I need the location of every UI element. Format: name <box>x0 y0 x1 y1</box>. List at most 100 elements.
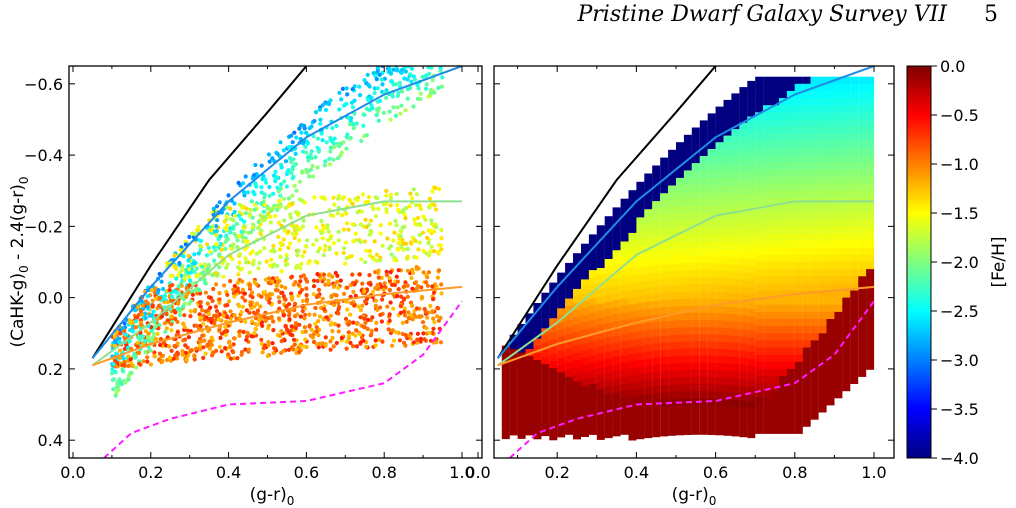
heatmap-cell <box>786 76 795 85</box>
heatmap-cell <box>676 263 684 272</box>
scatter-point <box>375 86 380 91</box>
heatmap-cell <box>707 149 716 157</box>
scatter-point <box>402 313 408 318</box>
heatmap-cell <box>715 242 724 250</box>
heatmap-cell <box>850 90 859 99</box>
scatter-point <box>150 303 155 308</box>
heatmap-cell <box>715 156 724 165</box>
heatmap-cell <box>731 236 740 244</box>
scatter-point <box>350 105 356 110</box>
heatmap-cell <box>802 383 811 392</box>
heatmap-cell <box>786 311 795 320</box>
heatmap-cell <box>557 336 566 345</box>
heatmap-cell <box>683 234 692 243</box>
scatter-point <box>373 343 378 348</box>
heatmap-cell <box>715 163 724 172</box>
scatter-point <box>330 329 335 334</box>
scatter-point <box>411 74 416 79</box>
scatter-point <box>307 174 312 179</box>
heatmap-cell <box>652 400 661 409</box>
scatter-point <box>341 250 346 256</box>
heatmap-cell <box>501 374 510 383</box>
scatter-point <box>328 339 333 344</box>
heatmap-cell <box>557 379 566 388</box>
heatmap-cell <box>818 368 827 377</box>
heatmap-cell <box>755 269 764 278</box>
heatmap-cell <box>652 365 661 373</box>
heatmap-cell <box>771 183 779 192</box>
scatter-point <box>377 98 383 104</box>
heatmap-cell <box>660 285 669 294</box>
scatter-point <box>318 117 323 122</box>
scatter-point <box>369 230 374 235</box>
heatmap-cell <box>786 162 795 171</box>
colorbar-tick-label: −1.0 <box>940 155 979 174</box>
heatmap-cell <box>707 327 716 336</box>
heatmap-cell <box>628 404 637 412</box>
heatmap-cell <box>676 391 684 400</box>
heatmap-cell <box>723 335 732 344</box>
scatter-point <box>188 299 194 304</box>
heatmap-cell <box>707 141 716 150</box>
heatmap-cell <box>573 417 581 426</box>
heatmap-cell <box>802 126 811 135</box>
heatmap-cell <box>533 331 542 340</box>
heatmap-cell <box>652 208 661 217</box>
heatmap-cell <box>596 346 605 355</box>
scatter-point <box>336 323 341 328</box>
heatmap-cell <box>699 298 708 307</box>
scatter-point <box>248 230 254 235</box>
heatmap-cell <box>858 290 867 299</box>
scatter-point <box>292 162 297 167</box>
heatmap-cell <box>802 404 811 413</box>
heatmap-cell <box>771 219 779 228</box>
heatmap-cell <box>731 100 740 109</box>
scatter-point <box>300 309 305 314</box>
scatter-point <box>225 329 230 334</box>
heatmap-cell <box>755 361 764 370</box>
scatter-point <box>169 328 174 333</box>
heatmap-cell <box>834 297 843 306</box>
heatmap-cell <box>723 242 732 251</box>
heatmap-cell <box>786 233 795 242</box>
scatter-point <box>250 215 255 220</box>
heatmap-cell <box>771 112 779 121</box>
heatmap-cell <box>755 347 764 356</box>
heatmap-cell <box>818 205 827 213</box>
heatmap-cell <box>715 128 724 136</box>
heatmap-cell <box>541 428 550 437</box>
scatter-point <box>266 323 271 328</box>
scatter-point <box>198 304 203 309</box>
scatter-point <box>317 314 323 319</box>
scatter-point <box>380 297 385 302</box>
heatmap-cell <box>588 319 597 328</box>
scatter-point <box>297 238 302 243</box>
heatmap-cell <box>683 191 692 200</box>
heatmap-cell <box>604 365 613 374</box>
heatmap-cell <box>779 347 787 356</box>
scatter-point <box>388 196 393 201</box>
heatmap-cell <box>588 262 597 271</box>
x-tick-label: 1.0 <box>861 463 886 482</box>
heatmap-cell <box>763 425 772 434</box>
scatter-point <box>421 331 426 336</box>
scatter-point <box>276 295 281 300</box>
scatter-point <box>235 238 240 243</box>
scatter-point <box>322 163 327 168</box>
scatter-point <box>336 196 341 201</box>
scatter-point <box>267 193 272 198</box>
heatmap-cell <box>755 254 764 263</box>
scatter-point <box>408 240 413 245</box>
scatter-point <box>295 253 300 258</box>
heatmap-cell <box>866 233 875 242</box>
scatter-point <box>304 286 309 291</box>
heatmap-cell <box>644 380 653 389</box>
heatmap-cell <box>810 119 819 128</box>
scatter-point <box>150 298 155 303</box>
heatmap-cell <box>771 98 779 107</box>
heatmap-cell <box>818 269 827 278</box>
heatmap-cell <box>715 206 724 215</box>
heatmap-cell <box>723 171 732 180</box>
heatmap-cell <box>771 133 779 142</box>
heatmap-cell <box>747 430 756 439</box>
